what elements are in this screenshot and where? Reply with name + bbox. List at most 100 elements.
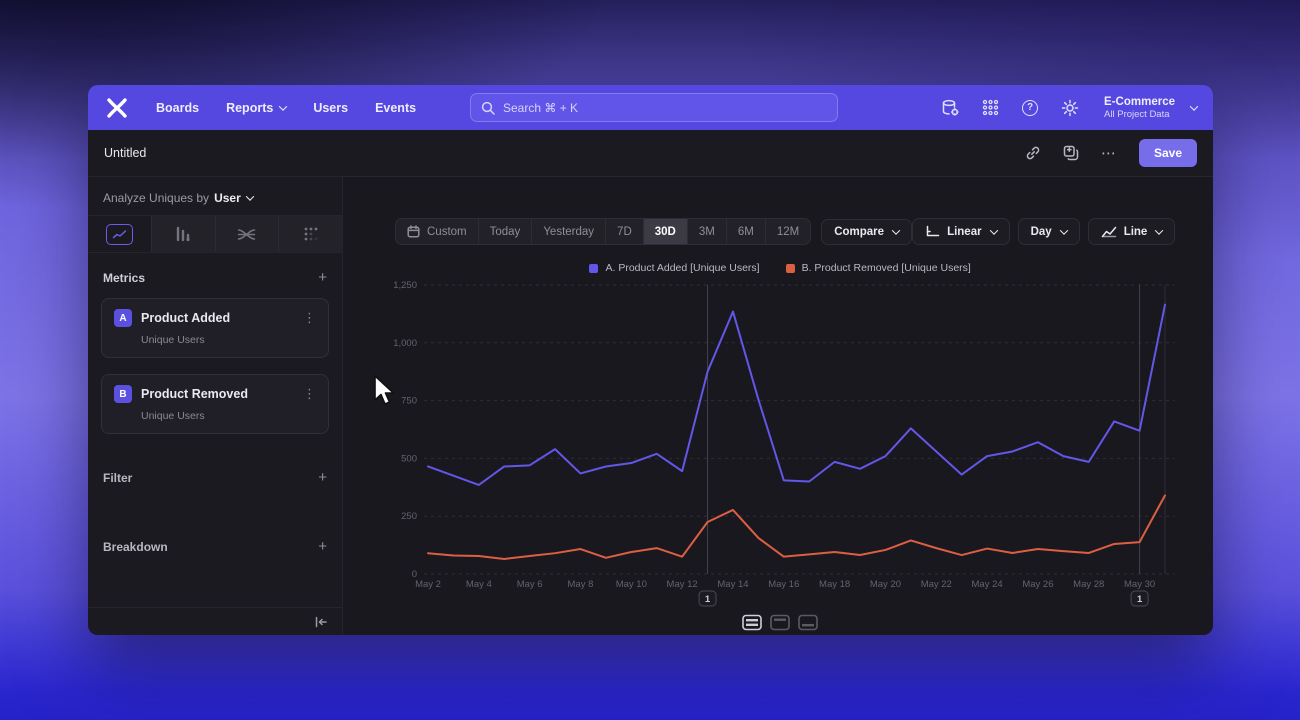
metric-card-b[interactable]: B Product Removed ⋮ Unique Users [101,374,329,434]
help-icon[interactable]: ? [1020,98,1040,118]
metric-options-icon[interactable]: ⋮ [303,386,316,401]
y-axis-tick: 500 [401,453,417,464]
chevron-down-icon [279,101,288,111]
metric-aggregation[interactable]: Unique Users [141,334,205,346]
annotation-badge[interactable] [1130,590,1149,607]
x-axis-tick: May 18 [819,579,850,590]
y-axis-tick: 0 [412,569,417,580]
calendar-icon [407,225,420,238]
legend-swatch [589,263,599,273]
breakdown-section-label: Breakdown [103,539,168,554]
app-window: Boards Reports Users Events Search ⌘ + K [88,85,1213,635]
range-30d-selected[interactable]: 30D [643,219,688,244]
mixpanel-logo[interactable] [104,96,130,120]
collapse-sidebar-icon[interactable] [314,616,328,628]
line-chart[interactable]: 0 250 500 750 1,000 1,250 May 2 May 4 May 6 May 8… [343,277,1203,613]
flows-icon [238,228,256,240]
apps-grid-icon[interactable] [980,98,1000,118]
layout-bottom-bar-icon[interactable] [798,614,819,631]
report-titlebar: Untitled ⋯ Save [88,130,1213,177]
nav-item-events[interactable]: Events [375,100,417,115]
tab-insights[interactable] [88,216,152,252]
report-type-tabs [88,215,342,253]
nav-item-boards[interactable]: Boards [156,100,200,115]
retention-dots-icon [304,227,318,241]
range-12m[interactable]: 12M [776,225,800,238]
x-axis-tick: May 4 [466,579,492,590]
nav-item-reports[interactable]: Reports [226,101,288,115]
add-breakdown-button[interactable]: + [318,538,327,555]
annotation-badge[interactable] [698,590,717,607]
more-options-icon[interactable]: ⋯ [1100,145,1117,162]
line-chart-icon [1101,226,1116,237]
metric-badge-b: B [114,385,132,403]
range-today[interactable]: Today [479,219,533,244]
metric-name: Product Added [141,311,231,325]
project-subtitle: All Project Data [1104,109,1170,121]
nav-item-users[interactable]: Users [313,100,349,115]
add-metric-button[interactable]: + [318,269,327,286]
layout-top-bar-icon[interactable] [770,614,791,631]
x-axis-tick: May 22 [921,579,952,590]
chart-panel: Custom Today Yesterday 7D 30D 3M 6M 12M … [343,177,1213,635]
project-switcher[interactable]: E-Commerce All Project Data [1104,95,1199,121]
x-axis-tick: May 28 [1073,579,1104,590]
chevron-down-icon [1155,225,1164,235]
chevron-down-icon [1189,101,1199,111]
series-line-a[interactable] [427,303,1166,486]
data-management-icon[interactable] [940,98,960,118]
range-3m[interactable]: 3M [688,219,727,244]
duplicate-icon[interactable] [1057,140,1085,166]
metric-options-icon[interactable]: ⋮ [303,310,316,325]
chevron-down-icon [245,192,254,201]
nav-right-icons: ? E-Commerce All Project Data [940,95,1199,121]
scale-dropdown[interactable]: Linear [912,218,1010,245]
chart-type-dropdown[interactable]: Line [1087,218,1176,245]
settings-gear-icon[interactable] [1060,98,1080,118]
funnel-bars-icon [176,226,190,242]
save-button[interactable]: Save [1138,139,1197,167]
nav-links: Boards Reports Users Events [156,101,416,115]
legend-swatch [785,263,795,273]
chevron-down-icon [891,225,901,235]
series-line-b[interactable] [427,494,1166,560]
legend-item[interactable]: A. Product Added [Unique Users] [589,261,760,275]
chevron-down-icon [1059,225,1068,235]
search-icon [481,101,495,115]
range-custom[interactable]: Custom [396,219,479,244]
analyze-by-dropdown[interactable]: User [214,191,254,205]
linear-axis-icon [926,225,940,237]
compare-dropdown[interactable]: Compare [821,218,913,245]
report-title[interactable]: Untitled [104,146,147,160]
chart-legend: A. Product Added [Unique Users] B. Produc… [343,261,1213,275]
x-axis-tick: May 8 [568,579,594,590]
x-axis-tick: May 26 [1022,579,1053,590]
tab-flows[interactable] [215,216,280,252]
tab-retention[interactable] [279,216,342,252]
x-axis-tick: May 12 [667,579,698,590]
range-7d[interactable]: 7D [606,219,644,244]
metric-aggregation[interactable]: Unique Users [141,410,205,422]
legend-label: A. Product Added [Unique Users] [605,262,760,274]
search-input[interactable]: Search ⌘ + K [470,93,838,122]
x-axis-tick: May 10 [616,579,647,590]
range-6m[interactable]: 6M [727,219,766,244]
metric-card-a[interactable]: A Product Added ⋮ Unique Users [101,298,329,358]
add-filter-button[interactable]: + [318,469,327,486]
interval-dropdown[interactable]: Day [1017,218,1080,245]
x-axis-tick: May 20 [870,579,901,590]
search-placeholder: Search ⌘ + K [503,100,579,115]
legend-item[interactable]: B. Product Removed [Unique Users] [785,261,971,275]
x-axis-tick: May 30 [1124,579,1155,590]
metrics-section-label: Metrics [103,270,146,285]
date-range-control: Custom Today Yesterday 7D 30D 3M 6M 12M [395,218,812,245]
range-yesterday[interactable]: Yesterday [532,219,607,244]
annotation-badge-label: 1 [1137,594,1143,605]
legend-label: B. Product Removed [Unique Users] [801,262,971,274]
x-axis-tick: May 14 [717,579,748,590]
copy-link-icon[interactable] [1019,140,1047,166]
layout-rows-selected-icon[interactable] [742,614,763,631]
analyze-label: Analyze Uniques by [103,191,210,205]
tab-funnels[interactable] [151,216,216,252]
